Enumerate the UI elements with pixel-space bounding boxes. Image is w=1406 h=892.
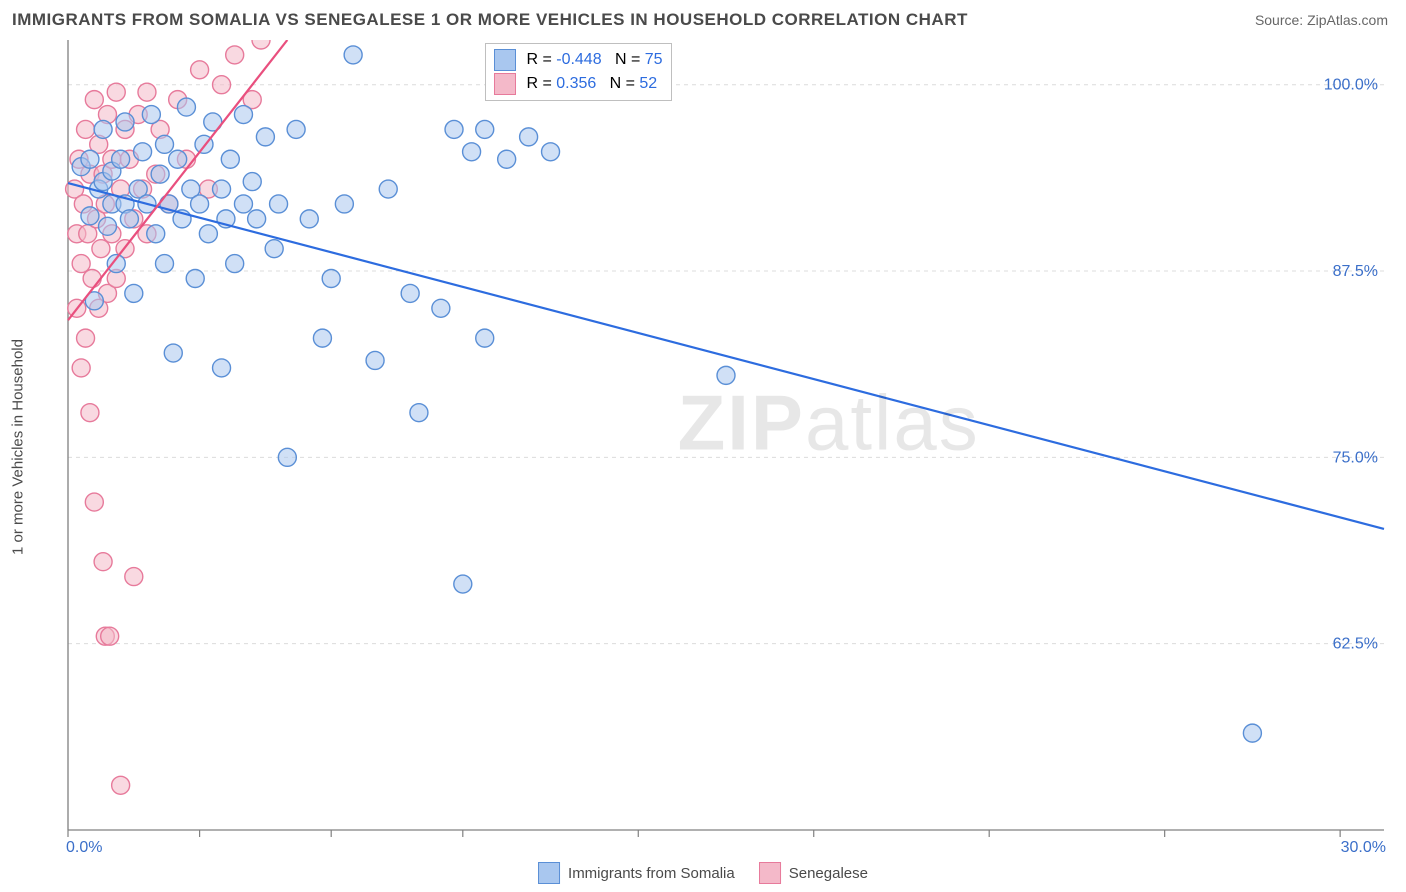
legend-label: Immigrants from Somalia xyxy=(568,865,735,882)
legend-item-senegalese: Senegalese xyxy=(759,862,868,884)
svg-text:0.0%: 0.0% xyxy=(66,839,102,854)
svg-text:87.5%: 87.5% xyxy=(1333,263,1378,280)
y-axis-label: 1 or more Vehicles in Household xyxy=(10,339,27,555)
legend-label: Senegalese xyxy=(789,865,868,882)
svg-text:100.0%: 100.0% xyxy=(1324,77,1378,94)
svg-text:30.0%: 30.0% xyxy=(1341,839,1386,854)
bottom-legend: Immigrants from Somalia Senegalese xyxy=(538,862,868,884)
svg-text:62.5%: 62.5% xyxy=(1333,636,1378,653)
swatch-icon xyxy=(538,862,560,884)
chart-area: 1 or more Vehicles in Household 62.5%75.… xyxy=(48,40,1394,854)
chart-title: IMMIGRANTS FROM SOMALIA VS SENEGALESE 1 … xyxy=(12,10,968,30)
swatch-icon xyxy=(759,862,781,884)
legend-item-somalia: Immigrants from Somalia xyxy=(538,862,735,884)
source-label: Source: ZipAtlas.com xyxy=(1255,12,1388,28)
svg-text:75.0%: 75.0% xyxy=(1333,449,1378,466)
correlation-legend: R = -0.448 N = 75R = 0.356 N = 52 xyxy=(485,43,671,101)
scatter-plot: 62.5% 75.0% 87.5% 100.0% 0.0% 30.0% xyxy=(48,40,1394,854)
